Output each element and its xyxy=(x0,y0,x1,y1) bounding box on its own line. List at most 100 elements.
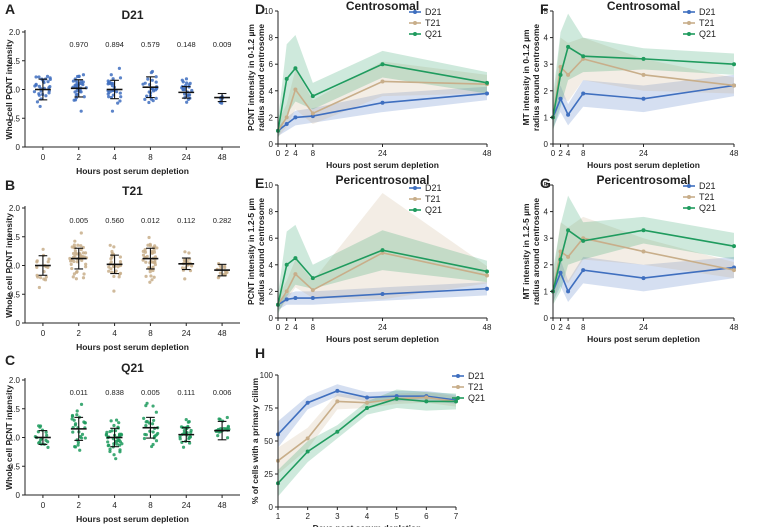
data-point xyxy=(48,84,52,89)
data-point xyxy=(75,409,79,413)
data-point xyxy=(39,276,43,280)
p-value-label: 0.579 xyxy=(141,40,160,49)
data-point xyxy=(117,433,122,437)
data-point xyxy=(81,251,85,255)
series-point-q21 xyxy=(566,228,571,233)
series-point-q21 xyxy=(566,44,571,49)
data-point xyxy=(145,94,149,98)
y-tick-label: 0 xyxy=(544,140,549,149)
data-point xyxy=(188,441,192,445)
data-point xyxy=(73,83,77,87)
series-point-t21 xyxy=(485,273,489,278)
legend-marker-d21 xyxy=(456,374,460,378)
data-point xyxy=(225,415,229,420)
x-tick-label: 8 xyxy=(311,149,316,158)
legend-marker-t21 xyxy=(687,195,691,199)
p-value-label: 0.148 xyxy=(177,40,196,49)
y-tick-label: 3 xyxy=(544,234,549,243)
panel-title: Centrosomal xyxy=(607,0,680,13)
data-point xyxy=(144,424,148,428)
ci-band-t21 xyxy=(278,392,456,474)
y-tick-label: 0 xyxy=(16,143,21,152)
data-point xyxy=(73,422,78,426)
series-point-q21 xyxy=(310,276,315,281)
series-point-t21 xyxy=(566,254,571,259)
panel-label: C xyxy=(5,352,15,368)
x-axis-title: Hours post serum depletion xyxy=(76,166,189,176)
y-tick-label: 0 xyxy=(16,319,21,328)
data-point xyxy=(73,445,78,449)
data-point xyxy=(190,88,194,93)
ci-band-q21 xyxy=(278,389,456,497)
x-tick-label: 8 xyxy=(311,323,316,332)
data-point xyxy=(118,91,122,95)
data-point xyxy=(152,275,156,279)
panel-label: H xyxy=(255,345,265,361)
data-point xyxy=(181,87,185,92)
data-point xyxy=(74,277,78,281)
data-point xyxy=(34,82,38,86)
series-point-q21 xyxy=(558,72,563,77)
x-tick-label: 7 xyxy=(454,512,459,521)
legend-marker-t21 xyxy=(687,21,691,25)
legend-marker-d21 xyxy=(687,10,691,14)
data-point xyxy=(111,82,115,86)
data-point xyxy=(35,100,40,104)
y-tick-label: 1.5 xyxy=(9,405,21,414)
ci-band-q21 xyxy=(553,195,734,305)
legend-marker-q21 xyxy=(413,32,417,36)
legend-label-q21: Q21 xyxy=(425,29,442,39)
legend-label-t21: T21 xyxy=(699,192,715,202)
data-point xyxy=(184,418,188,422)
y-tick-label: 0.5 xyxy=(9,462,21,471)
data-point xyxy=(154,75,158,79)
data-point xyxy=(105,430,109,435)
y-tick-label: 1 xyxy=(544,287,549,296)
y-axis-title: radius around centrosome xyxy=(531,198,541,305)
x-tick-label: 6 xyxy=(424,512,429,521)
legend-marker-t21 xyxy=(413,21,417,25)
data-point xyxy=(110,249,114,254)
series-line-q21 xyxy=(277,63,488,131)
panel-title: Q21 xyxy=(121,361,144,375)
data-point xyxy=(34,75,38,79)
ci-band-q21 xyxy=(553,13,734,131)
data-point xyxy=(112,423,116,428)
series-point-d21 xyxy=(641,96,646,101)
y-tick-label: 5 xyxy=(544,7,549,16)
legend-marker-d21 xyxy=(413,186,417,190)
legend-marker-d21 xyxy=(413,10,417,14)
data-point xyxy=(151,268,155,273)
data-point xyxy=(146,77,150,81)
x-axis-title: Hours post serum depletion xyxy=(587,334,700,344)
y-axis-title: radius around centrosome xyxy=(256,24,266,131)
y-axis-title: radius around centrosome xyxy=(531,24,541,131)
y-tick-label: 0 xyxy=(269,314,274,323)
y-axis-title: PCNT intensity in 0-1.2 µm xyxy=(246,24,256,131)
data-point xyxy=(74,93,78,97)
p-value-label: 0.011 xyxy=(70,388,88,397)
p-value-label: 0.838 xyxy=(105,388,124,397)
series-point-d21 xyxy=(293,115,298,120)
y-axis-title: PCNT intensity in 1.2-5 µm xyxy=(246,198,256,305)
data-point xyxy=(112,245,116,249)
series-point-q21 xyxy=(581,54,586,59)
series-point-q21 xyxy=(394,396,399,401)
data-point xyxy=(46,80,50,84)
p-value-label: 0.112 xyxy=(177,216,195,225)
data-point xyxy=(112,453,116,457)
data-point xyxy=(73,246,77,250)
series-point-t21 xyxy=(305,436,310,441)
x-tick-label: 2 xyxy=(77,501,82,510)
p-value-label: 0.006 xyxy=(213,388,232,397)
legend-marker-q21 xyxy=(456,396,460,400)
legend-marker-t21 xyxy=(413,197,417,201)
data-point xyxy=(47,91,51,95)
x-tick-label: 24 xyxy=(639,149,648,158)
data-point xyxy=(183,250,187,254)
data-point xyxy=(147,235,151,240)
data-point xyxy=(144,420,148,424)
p-value-label: 0.894 xyxy=(105,40,124,49)
